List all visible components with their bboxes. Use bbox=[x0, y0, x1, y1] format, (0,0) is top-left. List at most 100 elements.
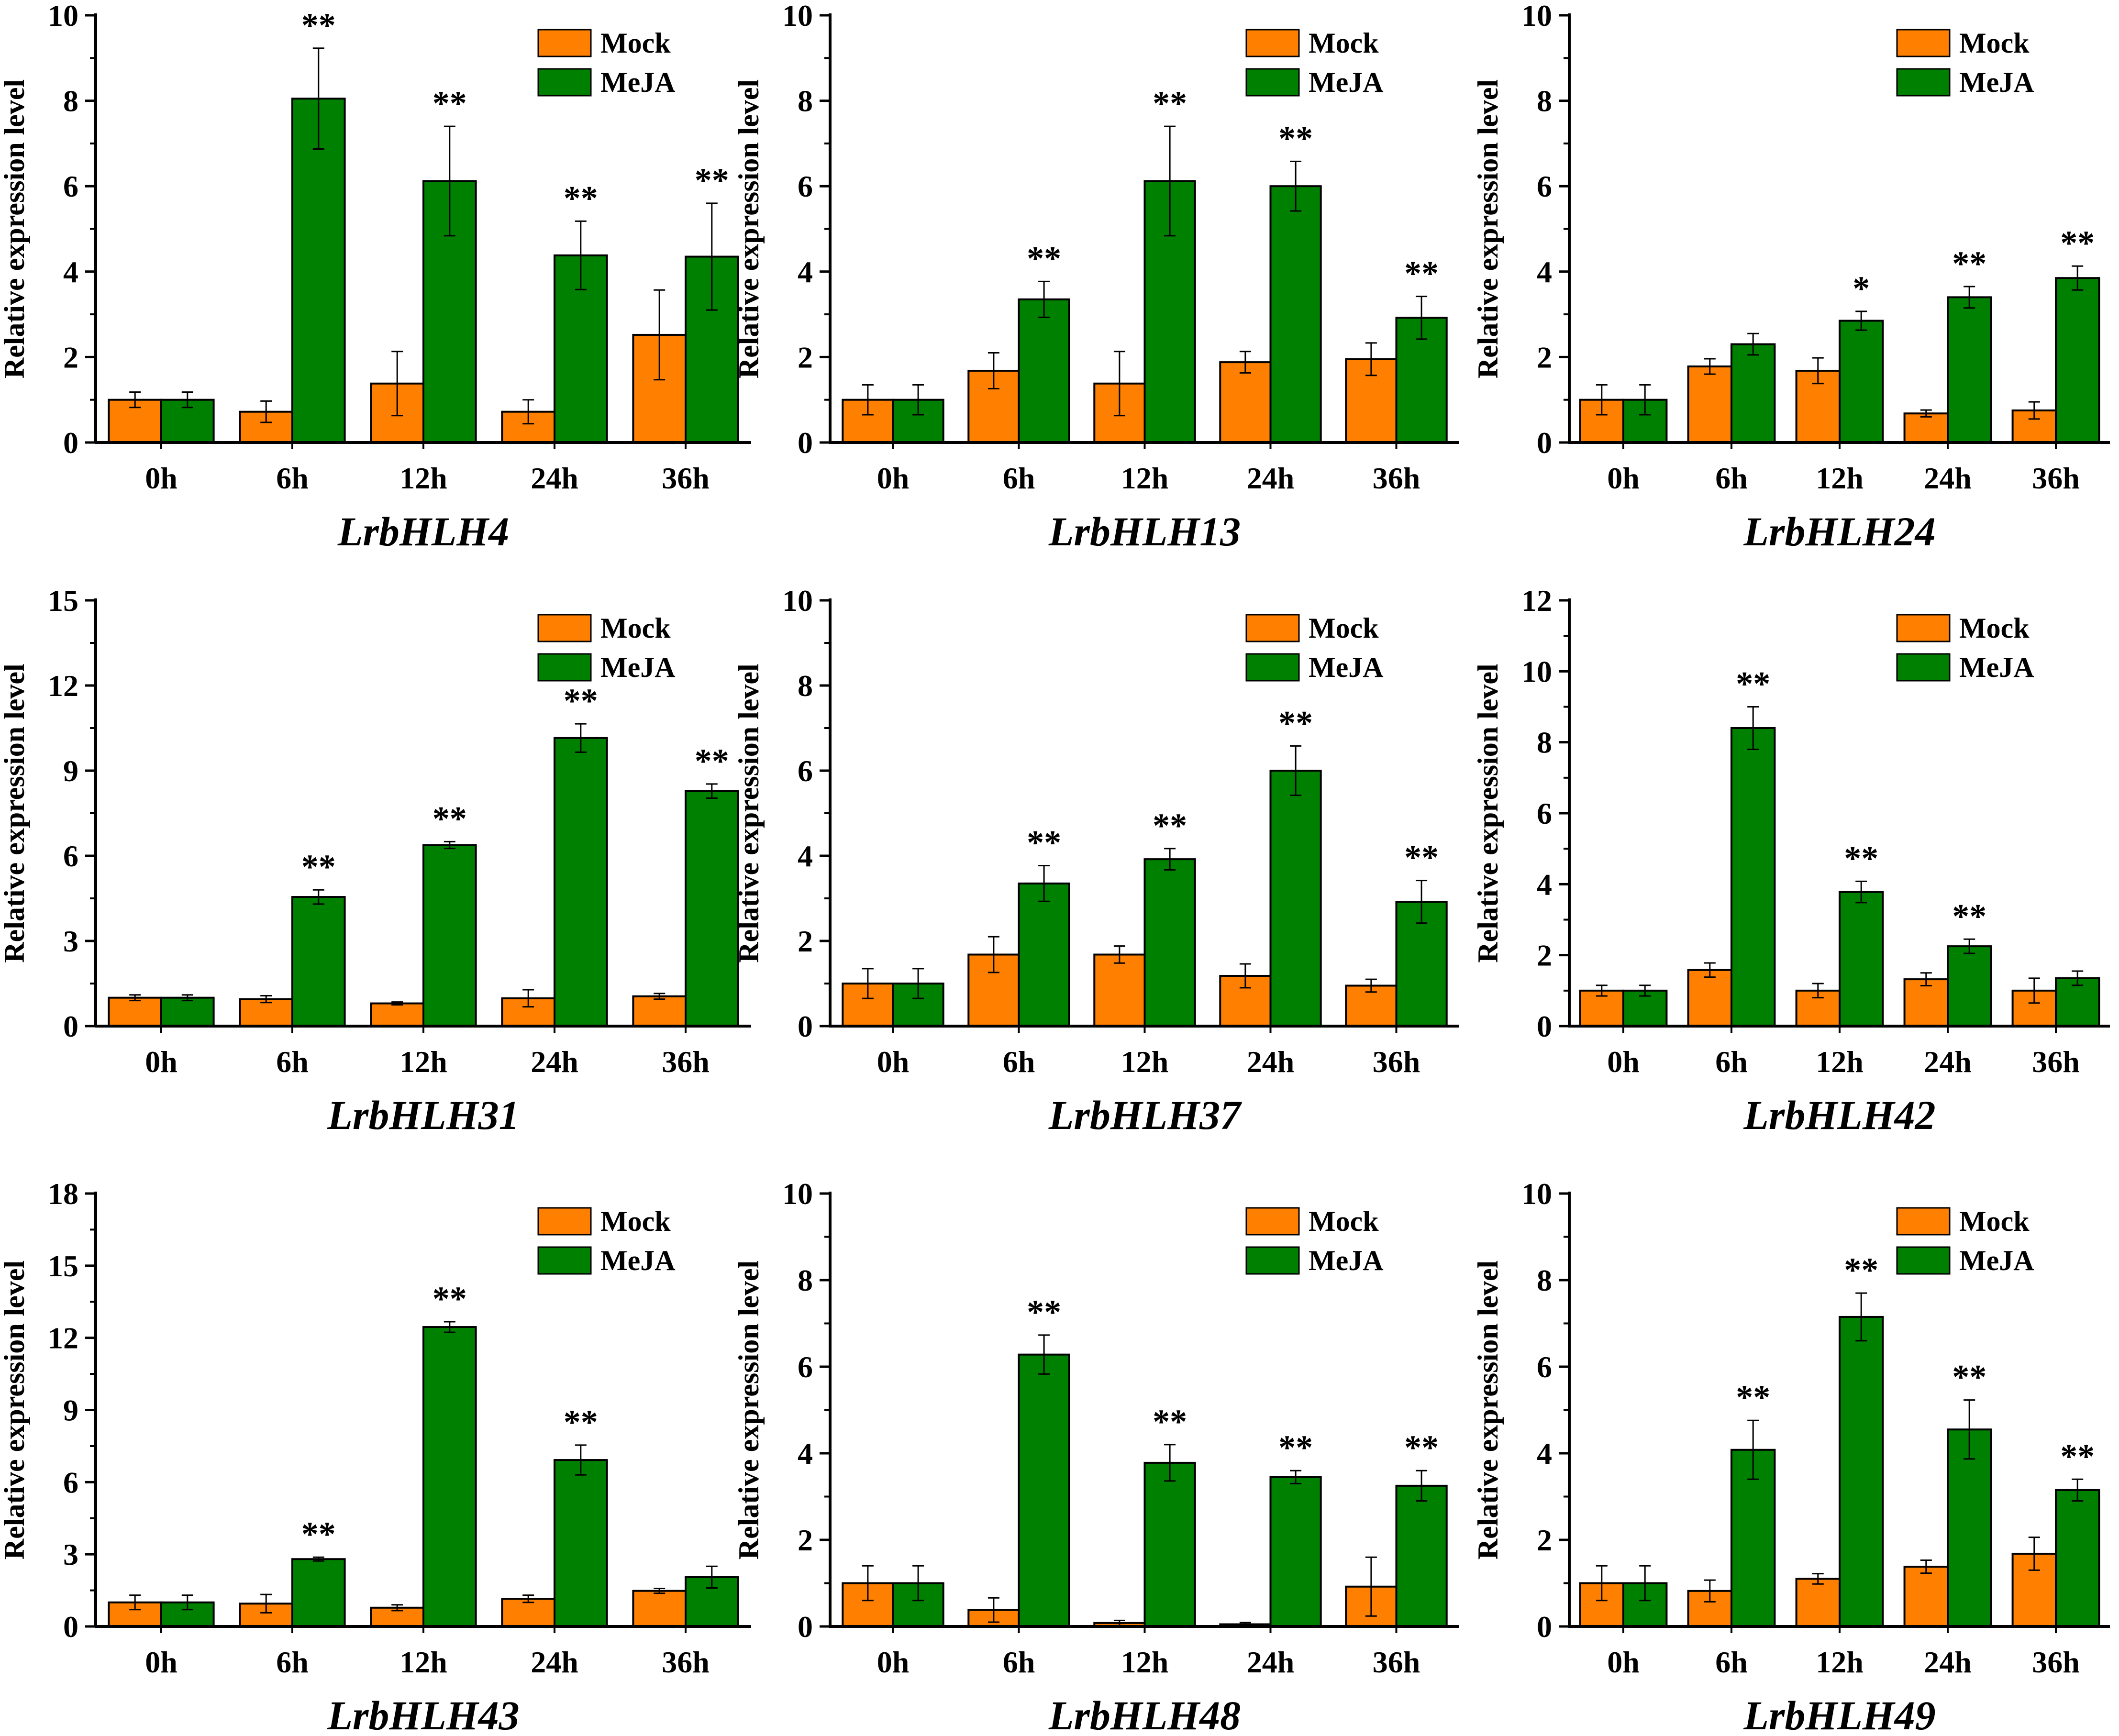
bar-meja-6h bbox=[1731, 727, 1776, 1027]
y-tick-label: 10 bbox=[782, 1177, 813, 1211]
y-tick-label: 0 bbox=[1537, 1009, 1552, 1043]
significance-mark: ** bbox=[1844, 839, 1878, 877]
significance-mark: ** bbox=[433, 1280, 467, 1318]
y-tick-label: 6 bbox=[798, 1350, 813, 1384]
x-tick-label: 36h bbox=[1373, 1045, 1420, 1079]
y-tick-label: 8 bbox=[1537, 1263, 1552, 1297]
legend-swatch-mock bbox=[1896, 614, 1951, 642]
bar-meja-12h bbox=[1839, 1316, 1884, 1628]
y-tick-label: 9 bbox=[63, 754, 78, 788]
legend-swatch-mock bbox=[1896, 29, 1951, 57]
gene-name: LrbHLH49 bbox=[1743, 1692, 1935, 1736]
x-tick-label: 12h bbox=[1816, 1645, 1864, 1679]
bar-meja-36h bbox=[685, 790, 739, 1027]
y-tick-label: 4 bbox=[798, 839, 813, 873]
bar-meja-24h bbox=[1947, 296, 1992, 443]
significance-mark: ** bbox=[695, 161, 729, 199]
y-tick-label: 8 bbox=[1537, 84, 1552, 118]
significance-mark: ** bbox=[564, 179, 598, 217]
x-tick-label: 24h bbox=[1247, 461, 1295, 495]
x-tick-label: 36h bbox=[662, 461, 710, 495]
bar-meja-12h bbox=[1143, 1461, 1196, 1627]
significance-mark: ** bbox=[695, 742, 729, 780]
bar-mock-36h bbox=[632, 1590, 687, 1627]
y-axis-label: Relative expression level bbox=[0, 79, 30, 378]
y-tick-label: 4 bbox=[1537, 255, 1552, 289]
y-tick-label: 8 bbox=[63, 84, 78, 118]
y-tick-label: 2 bbox=[1537, 1523, 1552, 1557]
y-tick-label: 6 bbox=[63, 169, 78, 203]
bar-meja-6h bbox=[1018, 882, 1070, 1027]
significance-mark: * bbox=[1853, 269, 1870, 308]
chart-LrbHLH24: 0 2 4 6 8 10 0h 6h * 12h ** 24h ** 36h Relative expres… bbox=[1472, 0, 2110, 554]
significance-mark: ** bbox=[1404, 1428, 1439, 1467]
significance-mark: ** bbox=[1027, 1293, 1061, 1331]
x-tick-label: 6h bbox=[276, 1645, 309, 1679]
x-tick-label: 24h bbox=[1247, 1045, 1295, 1079]
legend-label-mock: Mock bbox=[600, 1205, 671, 1237]
significance-mark: ** bbox=[1952, 897, 1986, 935]
legend-swatch-mock bbox=[1245, 29, 1300, 57]
bar-meja-0h bbox=[160, 996, 215, 1028]
x-tick-label: 6h bbox=[1003, 461, 1035, 495]
gene-name: LrbHLH37 bbox=[1048, 1092, 1242, 1138]
y-tick-label: 0 bbox=[1537, 426, 1552, 460]
x-tick-label: 0h bbox=[877, 1045, 910, 1079]
x-tick-label: 6h bbox=[1715, 1645, 1748, 1679]
y-tick-label: 6 bbox=[798, 169, 813, 203]
y-tick-label: 10 bbox=[1521, 1177, 1552, 1211]
x-tick-label: 6h bbox=[276, 1045, 309, 1079]
bar-mock-12h bbox=[1093, 953, 1146, 1027]
legend-swatch-meja bbox=[1245, 68, 1300, 97]
legend-swatch-mock bbox=[1245, 614, 1300, 642]
y-axis-label: Relative expression level bbox=[733, 663, 765, 962]
y-tick-label: 2 bbox=[798, 924, 813, 958]
significance-mark: ** bbox=[564, 1403, 598, 1441]
bar-meja-12h bbox=[1143, 858, 1196, 1027]
bar-mock-24h bbox=[1219, 361, 1272, 444]
gene-name: LrbHLH4 bbox=[337, 509, 509, 554]
gene-name: LrbHLH13 bbox=[1048, 509, 1241, 554]
significance-mark: ** bbox=[1027, 823, 1061, 862]
legend-label-meja: MeJA bbox=[1959, 652, 2034, 683]
significance-mark: ** bbox=[1153, 807, 1187, 845]
significance-mark: ** bbox=[1278, 119, 1313, 157]
significance-mark: ** bbox=[1404, 839, 1439, 877]
x-tick-label: 12h bbox=[1121, 1045, 1169, 1079]
significance-mark: ** bbox=[564, 682, 598, 720]
bar-mock-36h bbox=[632, 333, 687, 443]
legend-swatch-mock bbox=[537, 29, 592, 57]
bar-meja-12h bbox=[422, 1326, 477, 1628]
y-tick-label: 8 bbox=[798, 669, 813, 703]
chart-LrbHLH43: 0 3 6 9 12 15 18 0h ** 6h ** 12h ** 24h 36h Relative ex… bbox=[0, 1177, 751, 1736]
chart-LrbHLH31: 0 3 6 9 12 15 0h ** 6h ** 12h ** 24h ** 36h Relative ex… bbox=[0, 584, 751, 1138]
legend-swatch-mock bbox=[1896, 1207, 1951, 1236]
bar-mock-6h bbox=[1687, 969, 1733, 1027]
legend-label-mock: Mock bbox=[1309, 612, 1379, 644]
x-tick-label: 6h bbox=[1003, 1645, 1035, 1679]
y-axis-label: Relative expression level bbox=[0, 663, 30, 962]
x-tick-label: 12h bbox=[1816, 461, 1864, 495]
x-tick-label: 36h bbox=[1373, 1645, 1420, 1679]
significance-mark: ** bbox=[433, 799, 467, 838]
y-tick-label: 6 bbox=[63, 839, 78, 873]
x-tick-label: 6h bbox=[1003, 1045, 1035, 1079]
y-tick-label: 12 bbox=[1521, 584, 1552, 618]
bar-meja-36h bbox=[1395, 1484, 1448, 1627]
y-axis-label: Relative expression level bbox=[0, 1261, 30, 1559]
legend-swatch-meja bbox=[1245, 1246, 1300, 1275]
significance-mark: ** bbox=[2060, 224, 2095, 262]
chart-LrbHLH49: 0 2 4 6 8 10 0h ** 6h ** 12h ** 24h ** 36h Relative exp… bbox=[1472, 1177, 2110, 1736]
y-tick-label: 10 bbox=[48, 0, 78, 33]
legend-label-meja: MeJA bbox=[1959, 66, 2034, 98]
x-tick-label: 0h bbox=[145, 1045, 178, 1079]
gene-name: LrbHLH43 bbox=[327, 1692, 519, 1736]
y-tick-label: 4 bbox=[1537, 867, 1552, 901]
bar-meja-12h bbox=[1839, 891, 1884, 1028]
x-tick-label: 12h bbox=[1121, 1645, 1169, 1679]
x-tick-label: 6h bbox=[1715, 461, 1748, 495]
bar-meja-24h bbox=[1269, 185, 1322, 443]
chart-LrbHLH37: 0 2 4 6 8 10 0h ** 6h ** 12h ** 24h ** 36h Relative exp… bbox=[733, 584, 1459, 1138]
legend-swatch-meja bbox=[1896, 653, 1951, 682]
x-tick-label: 0h bbox=[1607, 1645, 1640, 1679]
